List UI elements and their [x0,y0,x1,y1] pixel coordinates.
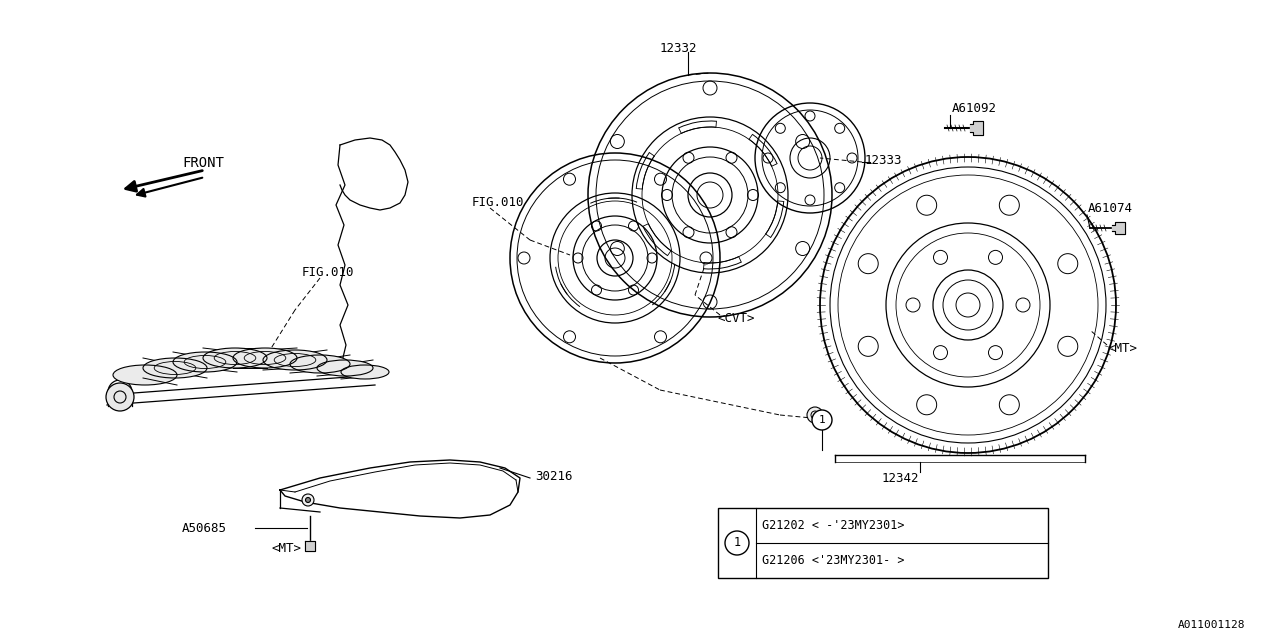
Ellipse shape [317,360,372,376]
Ellipse shape [233,348,297,368]
Circle shape [306,497,311,502]
Circle shape [106,383,134,411]
Text: 12332: 12332 [660,42,698,54]
Text: FIG.010: FIG.010 [302,266,355,278]
Text: <MT>: <MT> [1108,342,1138,355]
Ellipse shape [113,365,177,385]
Polygon shape [305,541,315,551]
Text: A011001128: A011001128 [1178,620,1245,630]
Text: A50685: A50685 [182,522,227,534]
Polygon shape [1112,222,1125,234]
Text: 12342: 12342 [881,472,919,484]
Circle shape [724,531,749,555]
Text: FRONT: FRONT [182,156,224,170]
Circle shape [302,494,314,506]
Ellipse shape [143,358,207,378]
Ellipse shape [291,355,349,373]
Text: A61074: A61074 [1088,202,1133,214]
Text: A61092: A61092 [952,102,997,115]
Circle shape [806,407,823,423]
Circle shape [812,410,832,430]
Text: FIG.010: FIG.010 [472,195,525,209]
Ellipse shape [204,348,268,368]
Polygon shape [970,121,983,135]
Text: G21202 < -'23MY2301>: G21202 < -'23MY2301> [762,519,905,532]
Text: 1: 1 [819,415,826,425]
Text: 1: 1 [733,536,741,550]
Text: 12333: 12333 [865,154,902,166]
Ellipse shape [173,352,237,372]
Ellipse shape [340,365,389,379]
Ellipse shape [262,350,326,370]
Bar [718,508,1048,578]
Text: G21206 <'23MY2301- >: G21206 <'23MY2301- > [762,554,905,567]
Text: <MT>: <MT> [273,541,302,554]
Text: <CVT>: <CVT> [718,312,755,324]
Text: 30216: 30216 [535,470,572,483]
